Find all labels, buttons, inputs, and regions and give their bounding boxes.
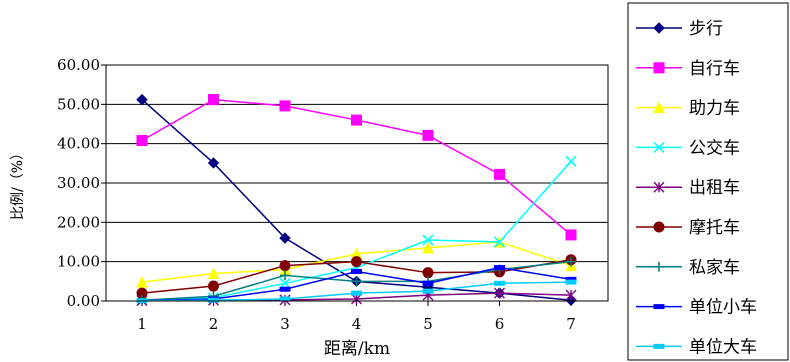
data-point bbox=[565, 279, 577, 285]
legend-marker bbox=[654, 261, 664, 272]
data-point bbox=[422, 129, 434, 141]
data-point bbox=[493, 236, 506, 248]
data-point bbox=[566, 256, 576, 267]
data-point bbox=[351, 269, 362, 274]
legend-item: 私家车 bbox=[636, 258, 740, 278]
data-point bbox=[207, 157, 220, 169]
legend-item: 自行车 bbox=[636, 59, 740, 79]
data-point bbox=[351, 114, 362, 126]
y-tick-label: 20.00 bbox=[57, 213, 100, 231]
legend-marker bbox=[653, 141, 665, 153]
data-point bbox=[565, 229, 577, 241]
legend-label: 单位小车 bbox=[689, 298, 757, 318]
legend-label: 出租车 bbox=[689, 178, 740, 198]
legend-box bbox=[627, 2, 789, 361]
data-point bbox=[136, 276, 148, 288]
x-tick-label: 4 bbox=[352, 315, 362, 333]
legend-label: 助力车 bbox=[689, 99, 740, 119]
data-point bbox=[279, 277, 291, 289]
y-axis-ticks: 0.00 10.00 20.00 30.00 40.00 50.00 60.00 bbox=[57, 56, 106, 310]
data-point bbox=[351, 276, 362, 287]
data-point bbox=[279, 100, 291, 112]
data-point bbox=[494, 287, 505, 299]
y-tick-label: 50.00 bbox=[57, 95, 100, 113]
legend-marker bbox=[653, 22, 665, 34]
y-tick-label: 10.00 bbox=[57, 253, 100, 271]
legend-marker bbox=[653, 343, 665, 349]
legend-label: 单位大车 bbox=[689, 337, 757, 357]
data-point bbox=[422, 288, 434, 294]
data-point bbox=[422, 234, 434, 246]
data-point bbox=[136, 135, 148, 147]
x-tick-label: 2 bbox=[209, 315, 219, 333]
legend-item: 摩托车 bbox=[636, 218, 740, 238]
data-point bbox=[494, 168, 505, 180]
legend-item: 步行 bbox=[636, 19, 723, 39]
legend-label: 步行 bbox=[689, 19, 723, 39]
x-axis-ticks: 1 2 3 4 5 6 7 bbox=[137, 301, 576, 333]
data-point bbox=[280, 270, 290, 281]
data-point bbox=[494, 280, 505, 286]
y-tick-label: 30.00 bbox=[57, 174, 100, 192]
data-point bbox=[279, 260, 291, 272]
data-point bbox=[208, 297, 219, 303]
data-point bbox=[351, 290, 362, 296]
series-group bbox=[136, 93, 577, 307]
x-tick-label: 3 bbox=[280, 315, 290, 333]
y-tick-label: 60.00 bbox=[57, 56, 100, 74]
series-1 bbox=[136, 94, 577, 241]
x-tick-label: 6 bbox=[495, 315, 505, 333]
legend-marker bbox=[653, 221, 665, 233]
x-axis-label: 距离/km bbox=[324, 339, 390, 359]
grid-lines bbox=[106, 64, 608, 263]
data-point bbox=[565, 289, 577, 301]
x-tick-label: 7 bbox=[566, 315, 576, 333]
legend-marker bbox=[653, 101, 665, 114]
legend-item: 单位小车 bbox=[636, 298, 757, 318]
legend-item: 单位大车 bbox=[636, 337, 757, 357]
y-tick-label: 0.00 bbox=[67, 292, 100, 310]
y-tick-label: 40.00 bbox=[57, 135, 100, 153]
legend-item: 助力车 bbox=[636, 99, 740, 119]
plot-frame bbox=[105, 64, 609, 302]
legend-label: 自行车 bbox=[689, 59, 740, 79]
y-axis-label: 比例/（%） bbox=[10, 146, 26, 220]
legend-marker bbox=[653, 304, 665, 310]
data-point bbox=[207, 267, 220, 279]
legend-item: 出租车 bbox=[636, 178, 740, 198]
data-point bbox=[422, 241, 434, 254]
data-point bbox=[422, 267, 434, 279]
data-point bbox=[279, 296, 291, 302]
legend-item: 公交车 bbox=[636, 138, 740, 158]
x-tick-label: 1 bbox=[137, 315, 147, 333]
legend-label: 摩托车 bbox=[689, 218, 740, 238]
data-point bbox=[422, 280, 434, 286]
x-tick-label: 5 bbox=[423, 315, 433, 333]
data-point bbox=[351, 293, 362, 305]
legend-label: 公交车 bbox=[689, 138, 740, 158]
data-point bbox=[136, 93, 148, 106]
data-point bbox=[208, 94, 219, 106]
data-point bbox=[494, 265, 505, 271]
data-point bbox=[279, 232, 291, 244]
data-point bbox=[279, 286, 291, 292]
legend-label: 私家车 bbox=[689, 258, 740, 278]
legend-marker bbox=[653, 181, 665, 193]
data-point bbox=[565, 155, 577, 167]
data-point bbox=[351, 256, 362, 268]
data-point bbox=[208, 280, 219, 292]
legend-marker bbox=[653, 62, 665, 74]
